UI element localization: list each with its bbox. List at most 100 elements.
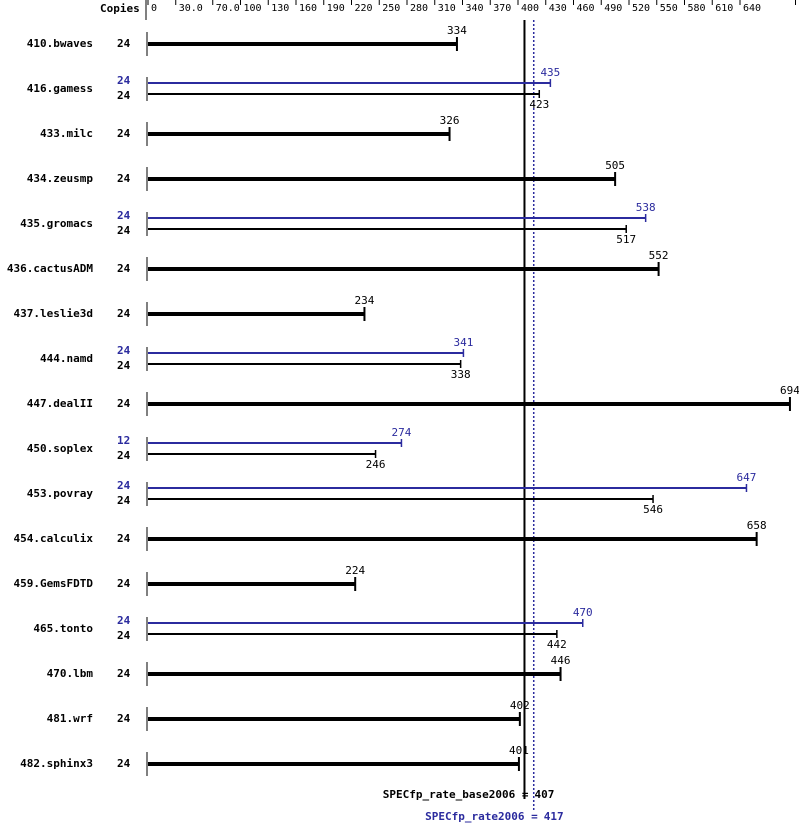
bar (148, 537, 757, 541)
benchmark-label: 437.leslie3d (14, 307, 93, 320)
copies: 24 (117, 449, 131, 462)
bar (148, 132, 450, 136)
benchmark-label: 434.zeusmp (27, 172, 94, 185)
x-tick-label: 160 (299, 3, 317, 14)
benchmark-label: 444.namd (40, 352, 93, 365)
copies: 24 (117, 757, 131, 770)
x-tick-label: 70.0 (216, 3, 240, 14)
x-tick-label: 550 (660, 3, 678, 14)
copies: 24 (117, 209, 131, 222)
benchmark-label: 436.cactusADM (7, 262, 93, 275)
bar (148, 93, 540, 95)
benchmark-label: 465.tonto (33, 622, 93, 635)
value-label: 334 (447, 24, 467, 37)
bar (148, 363, 461, 365)
benchmark-label: 481.wrf (47, 712, 93, 725)
benchmark-label: 416.gamess (27, 82, 93, 95)
x-tick-label: 520 (632, 3, 650, 14)
x-tick-label: 580 (688, 3, 706, 14)
copies: 24 (117, 494, 131, 507)
x-tick-label: 370 (493, 3, 511, 14)
benchmark-label: 435.gromacs (20, 217, 93, 230)
bar (148, 442, 402, 444)
value-label: 341 (453, 336, 473, 349)
value-label: 423 (529, 98, 549, 111)
value-label: 234 (355, 294, 375, 307)
bar (148, 762, 519, 766)
copies: 24 (117, 37, 131, 50)
bar (148, 312, 365, 316)
copies: 24 (117, 307, 131, 320)
x-tick-label: 130 (271, 3, 289, 14)
copies: 12 (117, 434, 130, 447)
bar (148, 177, 616, 181)
bar (148, 672, 561, 676)
copies: 24 (117, 667, 131, 680)
bar (148, 267, 659, 271)
x-tick-label: 0 (151, 3, 157, 14)
bar (148, 633, 557, 635)
reference-value: 417 (544, 810, 564, 823)
x-tick-label: 460 (577, 3, 595, 14)
copies: 24 (117, 577, 131, 590)
value-label: 505 (605, 159, 625, 172)
value-label: 658 (747, 519, 767, 532)
benchmark-label: 410.bwaves (27, 37, 93, 50)
copies: 24 (117, 89, 131, 102)
copies: 24 (117, 532, 131, 545)
bar (148, 82, 551, 84)
value-label: 224 (345, 564, 365, 577)
copies: 24 (117, 172, 131, 185)
x-tick-label: 400 (521, 3, 539, 14)
value-label: 538 (636, 201, 656, 214)
bar (148, 352, 464, 354)
bar (148, 582, 356, 586)
x-tick-label: 310 (438, 3, 456, 14)
value-label: 517 (616, 233, 636, 246)
reference-label: SPECfp_rate2006 = (425, 810, 538, 823)
bar (148, 217, 646, 219)
x-tick-label: 190 (327, 3, 345, 14)
value-label: 442 (547, 638, 567, 651)
value-label: 274 (392, 426, 412, 439)
bar (148, 487, 747, 489)
bar (148, 42, 457, 46)
value-label: 401 (509, 744, 529, 757)
copies: 24 (117, 479, 131, 492)
value-label: 647 (737, 471, 757, 484)
bar (148, 453, 376, 455)
value-label: 546 (643, 503, 663, 516)
benchmark-label: 459.GemsFDTD (14, 577, 94, 590)
copies: 24 (117, 224, 131, 237)
x-tick-label: 250 (382, 3, 400, 14)
copies: 24 (117, 344, 131, 357)
copies: 24 (117, 359, 131, 372)
value-label: 246 (366, 458, 386, 471)
bar (148, 402, 790, 406)
benchmark-label: 454.calculix (14, 532, 94, 545)
benchmark-label: 453.povray (27, 487, 94, 500)
bar (148, 498, 654, 500)
benchmark-label: 482.sphinx3 (20, 757, 93, 770)
x-tick-label: 640 (743, 3, 761, 14)
benchmark-label: 450.soplex (27, 442, 94, 455)
value-label: 435 (540, 66, 560, 79)
x-tick-label: 490 (604, 3, 622, 14)
copies: 24 (117, 262, 131, 275)
value-label: 470 (573, 606, 593, 619)
bar (148, 228, 627, 230)
x-tick-label: 430 (549, 3, 567, 14)
benchmark-label: 470.lbm (47, 667, 94, 680)
reference-label: SPECfp_rate_base2006 = (383, 788, 529, 801)
value-label: 552 (649, 249, 669, 262)
value-label: 338 (451, 368, 471, 381)
bar (148, 622, 583, 624)
x-tick-label: 30.0 (179, 3, 203, 14)
copies-header: Copies (100, 2, 140, 15)
value-label: 402 (510, 699, 530, 712)
x-tick-label: 610 (715, 3, 733, 14)
reference-value: 407 (534, 788, 554, 801)
value-label: 446 (551, 654, 571, 667)
